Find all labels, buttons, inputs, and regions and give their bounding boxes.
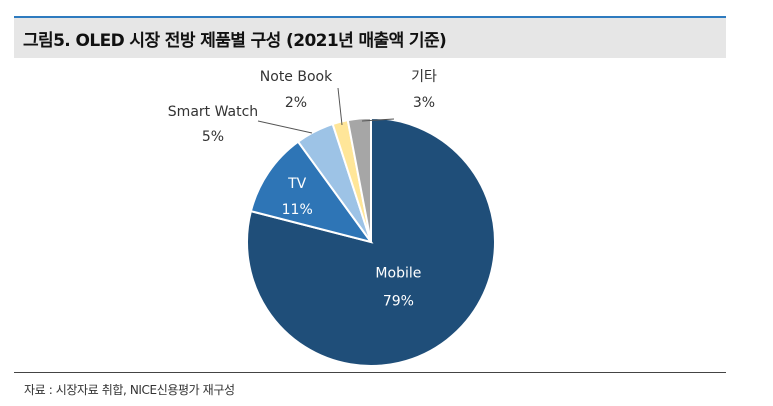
pie-chart: Mobile 79% TV 11% Smart Watch 5% Note Book 2% 기타… — [168, 69, 496, 367]
title-top-rule — [14, 16, 726, 18]
chart-title: 그림5. OLED 시장 전방 제품별 구성 (2021년 매출액 기준) — [23, 30, 447, 51]
leader-lines — [257, 87, 395, 134]
source-rule — [14, 372, 726, 373]
slice-name-tv: TV — [287, 176, 307, 192]
slice-value-other: 3% — [413, 95, 435, 111]
slice-value-note-book: 2% — [285, 95, 307, 111]
slice-value-tv: 11% — [282, 202, 313, 218]
slice-name-note-book: Note Book — [260, 69, 333, 85]
pie-slices — [246, 116, 496, 367]
slice-labels: Mobile 79% TV 11% Smart Watch 5% Note Book 2% 기타… — [168, 69, 437, 309]
leader-line-note-book — [337, 87, 343, 126]
slice-name-mobile: Mobile — [375, 265, 421, 281]
slice-name-smart-watch: Smart Watch — [168, 104, 258, 120]
leader-line-other — [361, 118, 395, 122]
pie-slice-tv — [249, 140, 374, 244]
pie-slice-other — [346, 116, 372, 243]
slice-value-mobile: 79% — [383, 293, 414, 309]
source-note: 자료 : 시장자료 취합, NICE신용평가 재구성 — [24, 383, 235, 397]
title-bar: 그림5. OLED 시장 전방 제품별 구성 (2021년 매출액 기준) — [14, 18, 726, 58]
leader-line-smart-watch — [257, 120, 313, 134]
slice-name-other: 기타 — [411, 69, 437, 85]
slice-value-smart-watch: 5% — [202, 129, 224, 145]
